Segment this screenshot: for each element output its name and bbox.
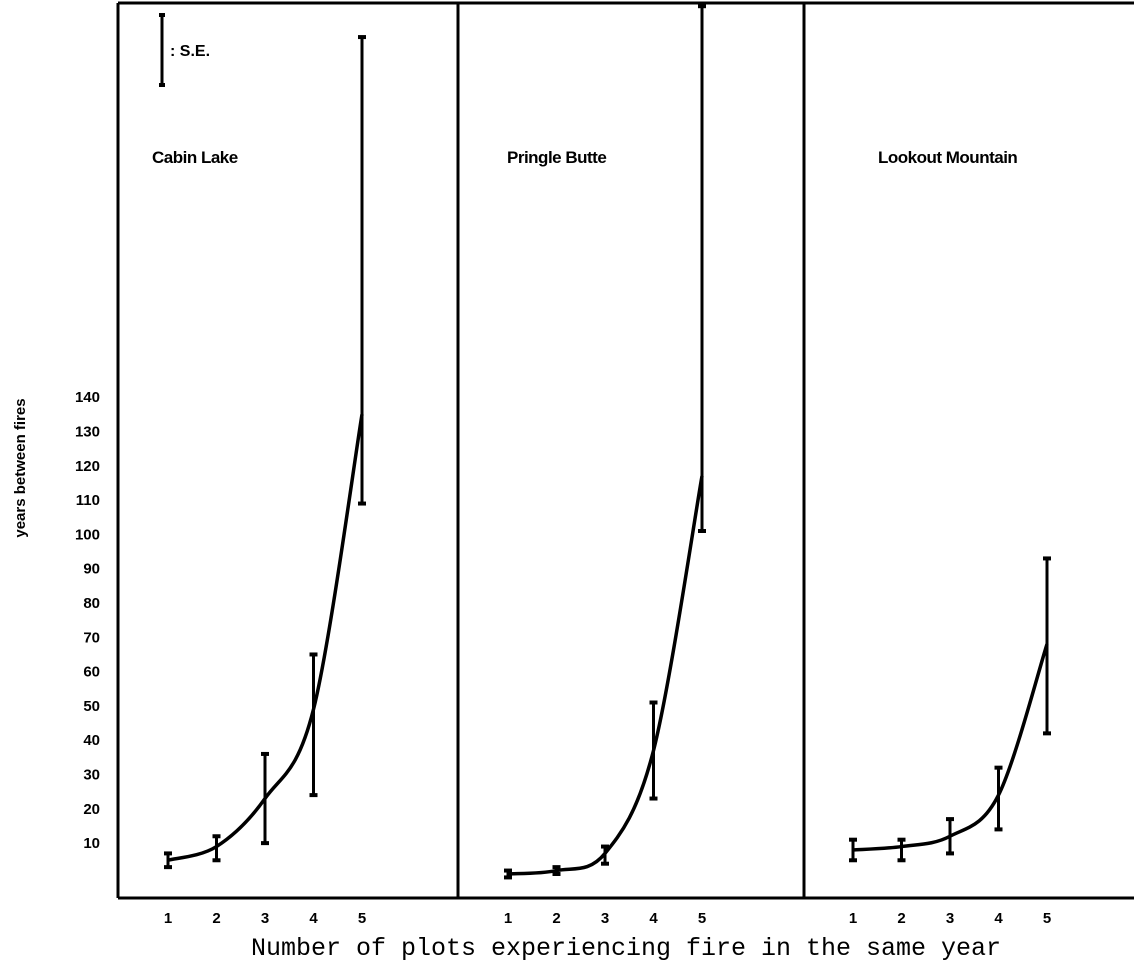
panel-2: Pringle Butte [504, 4, 706, 880]
x-tick-label: 1 [164, 910, 172, 927]
error-bar [897, 837, 906, 863]
y-tick-label: 70 [83, 629, 100, 646]
panel-1: Cabin Lake [152, 35, 366, 870]
y-tick-label: 50 [83, 698, 100, 715]
y-axis-label: years between fires [12, 398, 29, 537]
y-tick-label: 10 [83, 835, 100, 852]
y-tick-label: 100 [75, 526, 100, 543]
x-tick-label: 2 [212, 910, 220, 927]
fitted-curve [507, 475, 704, 876]
y-tick-label: 80 [83, 595, 100, 612]
x-tick-label: 3 [261, 910, 269, 927]
x-tick-label: 2 [552, 910, 560, 927]
error-bar [1043, 556, 1051, 736]
error-bar [601, 844, 609, 866]
y-axis-ticks: 10 20 30 40 50 60 70 80 90 100 110 120 130 140 [75, 389, 100, 852]
error-bar [946, 817, 954, 856]
panels: Cabin Lake Pringle Butte Lookout Mountain [152, 4, 1051, 880]
x-tick-label: 3 [946, 910, 954, 927]
panel-title: Lookout Mountain [878, 148, 1017, 167]
x-tick-label: 3 [601, 910, 609, 927]
x-tick-label: 5 [358, 910, 366, 927]
y-tick-label: 130 [75, 424, 100, 441]
error-bar [164, 851, 172, 870]
x-tick-label: 5 [1043, 910, 1051, 927]
y-tick-label: 60 [83, 664, 100, 681]
panel-title: Cabin Lake [152, 148, 238, 167]
error-bar [504, 868, 512, 880]
error-bar [309, 652, 318, 798]
y-tick-label: 90 [83, 561, 100, 578]
y-tick-label: 20 [83, 801, 100, 818]
panel-title: Pringle Butte [507, 148, 606, 167]
x-tick-label: 2 [897, 910, 905, 927]
error-bar [849, 837, 857, 863]
error-bar [261, 751, 269, 846]
y-tick-label: 110 [76, 492, 100, 509]
error-bar [698, 4, 706, 533]
fitted-curve [852, 643, 1049, 852]
x-tick-label: 5 [698, 910, 706, 927]
x-tick-label: 4 [649, 910, 658, 927]
error-bar [212, 834, 221, 863]
panel-frames [116, 1, 1134, 900]
y-tick-label: 140 [75, 389, 100, 406]
y-tick-label: 120 [75, 458, 100, 475]
error-bar [649, 700, 658, 801]
x-tick-label: 4 [309, 910, 318, 927]
legend-label: : S.E. [170, 43, 210, 60]
x-tick-label: 1 [504, 910, 512, 927]
error-bar [358, 35, 366, 506]
x-tick-label: 1 [849, 910, 857, 927]
error-bar [552, 865, 561, 876]
x-tick-label: 4 [994, 910, 1003, 927]
panel-3: Lookout Mountain [849, 148, 1051, 863]
x-axis-ticks: 1 2 3 4 5 1 2 3 4 5 1 2 3 4 5 [164, 910, 1051, 927]
legend: : S.E. [159, 13, 210, 87]
y-tick-label: 40 [83, 732, 100, 749]
y-tick-label: 30 [83, 767, 100, 784]
error-bar [994, 765, 1003, 832]
x-axis-label: Number of plots experiencing fire in the… [251, 934, 1001, 963]
